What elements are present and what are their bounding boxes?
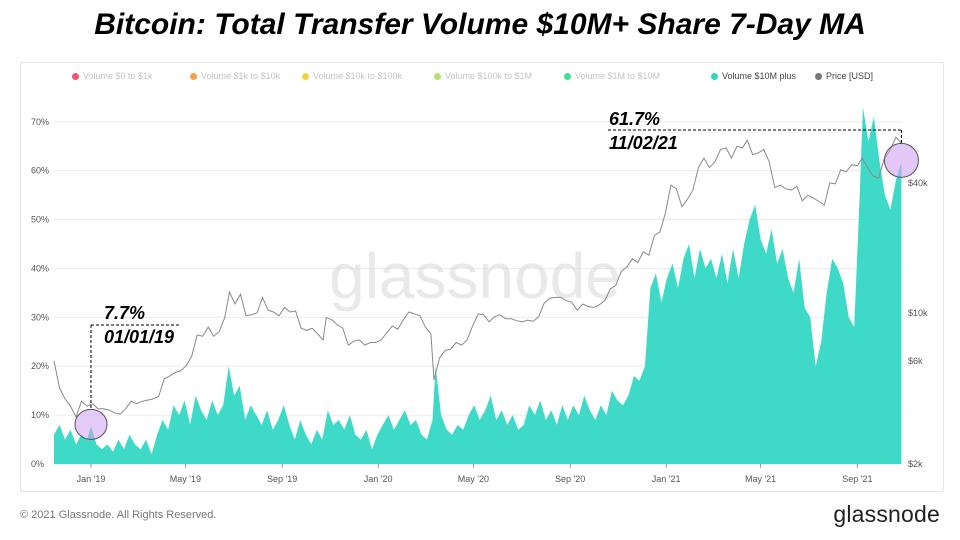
legend-dot-icon <box>190 72 197 80</box>
legend-item[interactable]: Volume $10k to $100k <box>302 71 402 81</box>
legend-item[interactable]: Price [USD] <box>815 71 873 81</box>
y-left-tick-label: 10% <box>31 410 49 420</box>
copyright-text: © 2021 Glassnode. All Rights Reserved. <box>20 509 217 521</box>
y-left-tick-label: 20% <box>31 361 49 371</box>
y-right-tick-label: $10k <box>908 308 928 318</box>
legend-item[interactable]: Volume $0 to $1k <box>72 71 153 81</box>
price-series <box>53 136 902 419</box>
x-tick-label: Jan '21 <box>652 474 681 484</box>
y-left-tick-label: 50% <box>31 215 49 225</box>
volume-series <box>54 107 902 464</box>
annotation-start-value: 7.7% <box>104 303 145 323</box>
annotations: 7.7% 01/01/19 61.7% 11/02/21 <box>74 109 919 440</box>
watermark: glassnode <box>329 240 621 312</box>
x-tick-label: Sep '20 <box>555 474 585 484</box>
x-tick-label: Sep '19 <box>267 474 297 484</box>
x-tick-label: May '20 <box>458 474 489 484</box>
legend-dot-icon <box>711 72 718 80</box>
y-left-tick-label: 40% <box>31 263 49 273</box>
legend-dot-icon <box>302 72 309 80</box>
legend-label: Volume $1k to $10k <box>201 71 281 81</box>
x-tick-label: May '19 <box>170 474 201 484</box>
y-right-tick-label: $2k <box>908 459 923 469</box>
legend-dot-icon <box>72 72 79 80</box>
price-line <box>53 136 902 419</box>
y-left-tick-label: 60% <box>31 166 49 176</box>
legend-item[interactable]: Volume $10M plus <box>711 71 796 81</box>
x-tick-label: Jan '19 <box>77 474 106 484</box>
y-left-tick-label: 0% <box>31 459 44 469</box>
legend-dot-icon <box>564 72 571 80</box>
legend-item[interactable]: Volume $1M to $10M <box>564 71 660 81</box>
chart-title: Bitcoin: Total Transfer Volume $10M+ Sha… <box>94 8 866 41</box>
legend-dot-icon <box>434 72 441 80</box>
x-tick-label: Jan '20 <box>364 474 393 484</box>
y-left-tick-label: 70% <box>31 117 49 127</box>
legend-dot-icon <box>815 72 822 80</box>
highlight-circle-start <box>74 408 108 440</box>
left-axis: 0% 10% 20% 30% 40% 50% 60% 70% <box>31 117 49 469</box>
legend-label: Volume $10k to $100k <box>313 71 403 81</box>
annotation-start-date: 01/01/19 <box>104 327 174 347</box>
legend-item[interactable]: Volume $1k to $10k <box>190 71 280 81</box>
y-left-tick-label: 30% <box>31 312 49 322</box>
annotation-end-value: 61.7% <box>609 109 660 129</box>
legend-label: Volume $0 to $1k <box>83 71 153 81</box>
x-tick-label: Sep '21 <box>842 474 872 484</box>
legend-label: Volume $10M plus <box>722 71 797 81</box>
volume-area <box>54 107 902 464</box>
brand-logo: glassnode <box>833 501 940 527</box>
legend-item[interactable]: Volume $100k to $1M <box>434 71 532 81</box>
x-tick-label: May '21 <box>745 474 776 484</box>
y-right-tick-label: $40k <box>908 178 928 188</box>
right-axis: $2k $6k $10k $40k <box>908 178 928 469</box>
highlight-circle-end <box>883 142 919 178</box>
x-axis: Jan '19 May '19 Sep '19 Jan '20 May '20 Sep '… <box>77 464 872 484</box>
y-right-tick-label: $6k <box>908 356 923 366</box>
legend-label: Price [USD] <box>826 71 874 81</box>
chart-legend: Volume $0 to $1k Volume $1k to $10k Volume… <box>0 71 960 85</box>
legend-label: Volume $1M to $10M <box>575 71 661 81</box>
legend-label: Volume $100k to $1M <box>445 71 533 81</box>
annotation-end-date: 11/02/21 <box>609 133 678 153</box>
